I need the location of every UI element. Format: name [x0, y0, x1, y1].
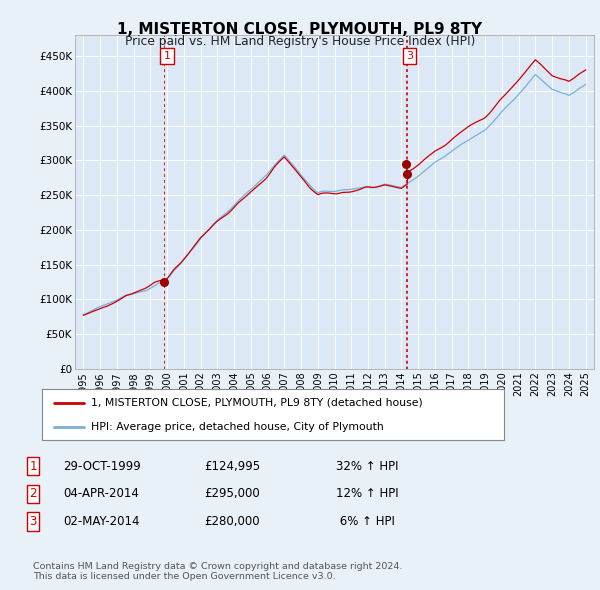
- Text: HPI: Average price, detached house, City of Plymouth: HPI: Average price, detached house, City…: [91, 422, 383, 432]
- Text: 6% ↑ HPI: 6% ↑ HPI: [336, 515, 395, 528]
- Text: 29-OCT-1999: 29-OCT-1999: [63, 460, 141, 473]
- Text: 2: 2: [29, 487, 37, 500]
- Text: £280,000: £280,000: [204, 515, 260, 528]
- Text: Price paid vs. HM Land Registry's House Price Index (HPI): Price paid vs. HM Land Registry's House …: [125, 35, 475, 48]
- Text: 02-MAY-2014: 02-MAY-2014: [63, 515, 139, 528]
- Text: 1: 1: [29, 460, 37, 473]
- Text: 3: 3: [29, 515, 37, 528]
- Text: 1, MISTERTON CLOSE, PLYMOUTH, PL9 8TY: 1, MISTERTON CLOSE, PLYMOUTH, PL9 8TY: [118, 22, 482, 37]
- Text: 1, MISTERTON CLOSE, PLYMOUTH, PL9 8TY (detached house): 1, MISTERTON CLOSE, PLYMOUTH, PL9 8TY (d…: [91, 398, 422, 408]
- Text: £295,000: £295,000: [204, 487, 260, 500]
- Text: 32% ↑ HPI: 32% ↑ HPI: [336, 460, 398, 473]
- Text: 12% ↑ HPI: 12% ↑ HPI: [336, 487, 398, 500]
- Text: Contains HM Land Registry data © Crown copyright and database right 2024.
This d: Contains HM Land Registry data © Crown c…: [33, 562, 403, 581]
- Text: £124,995: £124,995: [204, 460, 260, 473]
- Text: 04-APR-2014: 04-APR-2014: [63, 487, 139, 500]
- Text: 3: 3: [406, 51, 413, 61]
- Text: 1: 1: [164, 51, 170, 61]
